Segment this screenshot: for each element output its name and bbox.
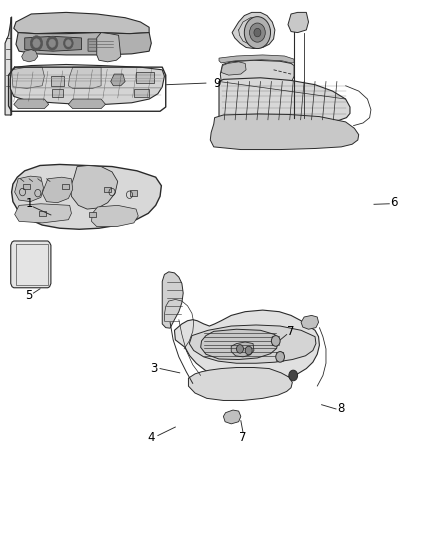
Bar (89, 212, 96, 217)
Text: 7: 7 (287, 325, 295, 338)
Text: 4: 4 (148, 431, 155, 444)
Circle shape (64, 37, 73, 49)
Polygon shape (71, 165, 118, 209)
Polygon shape (11, 64, 164, 104)
Text: 3: 3 (150, 362, 157, 375)
Circle shape (254, 28, 261, 37)
Bar (51, 76, 64, 86)
Polygon shape (174, 310, 319, 381)
Circle shape (272, 336, 280, 346)
Circle shape (276, 352, 285, 362)
Text: 9: 9 (213, 77, 221, 90)
Circle shape (46, 36, 58, 50)
Circle shape (33, 39, 40, 47)
Polygon shape (25, 36, 81, 51)
Polygon shape (14, 12, 149, 34)
Circle shape (245, 346, 252, 355)
Circle shape (244, 17, 271, 49)
Polygon shape (162, 272, 183, 328)
Polygon shape (219, 55, 294, 63)
Polygon shape (97, 33, 121, 62)
Polygon shape (111, 74, 125, 86)
Polygon shape (219, 78, 350, 123)
Polygon shape (221, 62, 246, 75)
Polygon shape (220, 60, 294, 88)
Text: 5: 5 (25, 289, 33, 302)
Text: 1: 1 (25, 197, 33, 211)
Bar (104, 187, 111, 192)
Bar (23, 184, 30, 189)
Polygon shape (14, 204, 71, 223)
Polygon shape (68, 99, 106, 109)
Polygon shape (210, 114, 359, 150)
Bar (62, 184, 69, 189)
Text: 8: 8 (338, 402, 345, 415)
Bar (39, 211, 46, 216)
Polygon shape (12, 67, 44, 88)
Polygon shape (14, 99, 49, 109)
Polygon shape (288, 12, 308, 33)
Bar (131, 190, 138, 196)
Polygon shape (14, 176, 43, 201)
Polygon shape (21, 50, 38, 62)
Polygon shape (232, 12, 275, 49)
Bar (136, 72, 153, 83)
Circle shape (237, 345, 244, 353)
Polygon shape (68, 67, 101, 88)
Polygon shape (301, 316, 318, 329)
Circle shape (66, 40, 71, 47)
Circle shape (49, 39, 56, 47)
Circle shape (30, 36, 42, 51)
Bar (134, 90, 149, 98)
Polygon shape (5, 17, 12, 115)
Text: 7: 7 (239, 431, 247, 444)
Polygon shape (92, 205, 138, 227)
Polygon shape (189, 325, 316, 364)
Bar (52, 90, 63, 98)
Polygon shape (188, 368, 292, 400)
Polygon shape (11, 241, 51, 288)
Polygon shape (12, 165, 161, 229)
Circle shape (289, 370, 297, 381)
Text: 6: 6 (390, 196, 397, 209)
Polygon shape (88, 39, 114, 51)
Polygon shape (231, 342, 254, 357)
Circle shape (250, 23, 265, 42)
Polygon shape (223, 410, 241, 424)
Polygon shape (16, 33, 151, 55)
Polygon shape (201, 329, 278, 360)
Polygon shape (42, 177, 73, 203)
